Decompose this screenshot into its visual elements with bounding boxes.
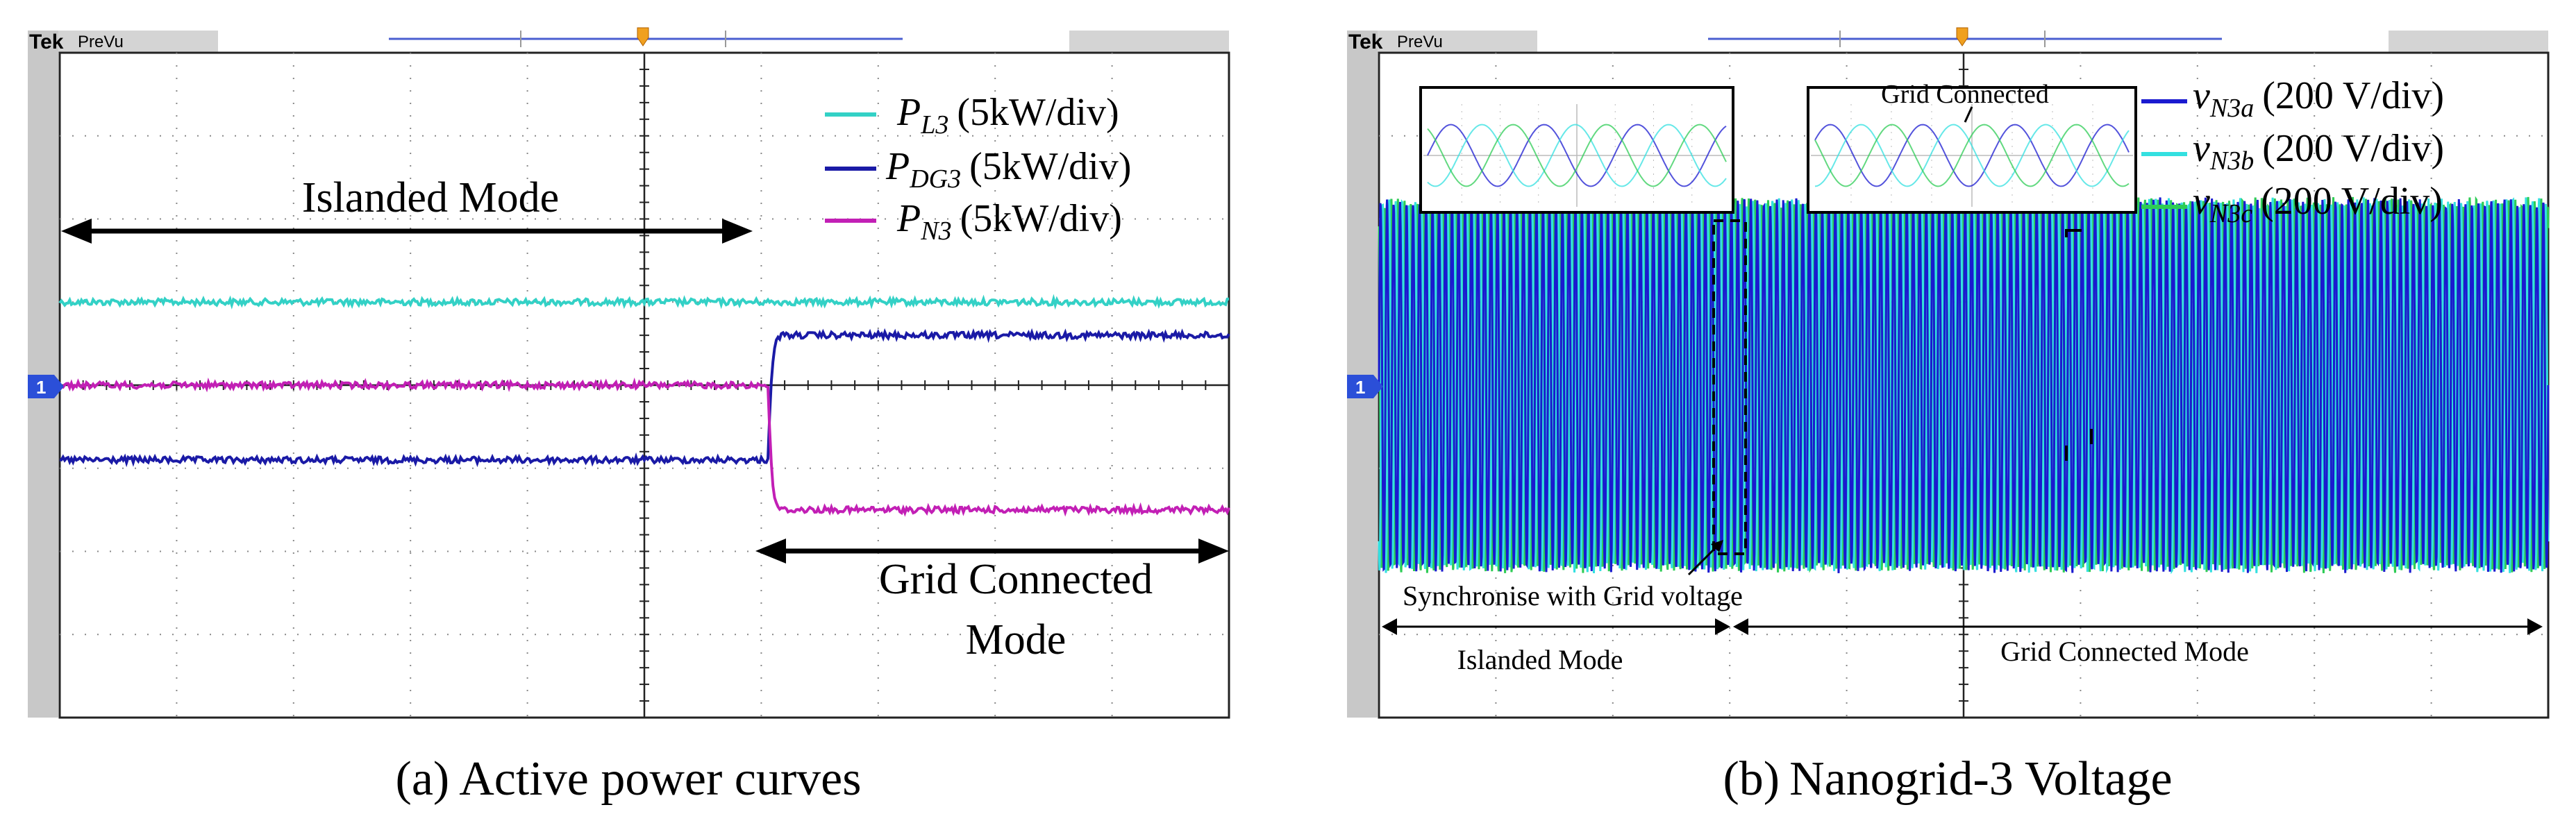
channel-marker-label-a: 1 bbox=[36, 377, 46, 398]
legend-entry-vn3a: vN3a (200 V/div) bbox=[2193, 74, 2444, 123]
islanded-arrow-right-icon-a bbox=[722, 219, 753, 244]
legend-a: PL3 (5kW/div) PDG3 (5kW/div) PN3 (5kW/div) bbox=[825, 91, 1131, 246]
scope-topbar-right-a bbox=[1069, 31, 1229, 53]
scope-topbar-right-b bbox=[2389, 31, 2548, 53]
panel-a: Tek PreVu 1 PL3 (5kW/div) PDG3 (5kW/div) P… bbox=[28, 27, 1230, 806]
legend-entry-vn3b: vN3b (200 V/div) bbox=[2193, 127, 2444, 176]
scope-topbar-left-b bbox=[1378, 31, 1537, 53]
scope-mode-a: PreVu bbox=[78, 33, 124, 51]
islanded-arrow-left-icon-a bbox=[61, 219, 92, 244]
legend-entry-pn3: PN3 (5kW/div) bbox=[896, 197, 1122, 246]
legend-entry-vn3c: vN3c (200 V/div) bbox=[2193, 180, 2443, 228]
channel-marker-icon-a bbox=[28, 375, 64, 398]
traces-a bbox=[58, 294, 1230, 517]
grid-arrow-left-icon-a bbox=[755, 539, 786, 564]
islanded-mode-label-b: Islanded Mode bbox=[1457, 644, 1623, 675]
scope-sidebar-a bbox=[28, 31, 58, 718]
traces-b bbox=[1378, 196, 2550, 575]
trace-p-dg3 bbox=[59, 328, 1230, 468]
inset-trace-v-n3c bbox=[1814, 124, 2130, 187]
scope-sidebar-b bbox=[1347, 31, 1378, 718]
grid-mode-label-line2-a: Mode bbox=[966, 616, 1067, 663]
grid-arrow-right-icon-b bbox=[2527, 618, 2543, 635]
sync-label: Synchronise with Grid voltage bbox=[1403, 580, 1743, 611]
channel-marker-label-b: 1 bbox=[1355, 377, 1365, 398]
sync-pointer-head-icon bbox=[1711, 540, 1723, 552]
islanded-arrow-left-icon-b bbox=[1382, 618, 1397, 635]
scope-brand-b: Tek bbox=[1348, 31, 1383, 53]
trace-v-n3a bbox=[1378, 197, 2550, 573]
legend-entry-pl3: PL3 (5kW/div) bbox=[896, 91, 1119, 139]
grid-mode-label-b: Grid Connected Mode bbox=[2000, 636, 2249, 667]
legend-entry-pdg3: PDG3 (5kW/div) bbox=[885, 145, 1131, 194]
panel-b: Tek PreVu 1 Grid Connected vN3a (200 V/di… bbox=[1347, 27, 2550, 806]
scope-topbar-left-a bbox=[58, 31, 218, 53]
scope-brand-a: Tek bbox=[29, 31, 64, 53]
islanded-mode-label-a: Islanded Mode bbox=[302, 174, 559, 221]
inset-trace-v-n3b bbox=[1814, 124, 2130, 187]
trigger-marker-icon bbox=[637, 27, 649, 46]
caption-b: (b) Nanogrid-3 Voltage bbox=[1723, 752, 2172, 806]
trace-p-n3 bbox=[59, 377, 1230, 517]
inset-trace-v-n3a bbox=[1427, 124, 1727, 187]
legend-b: vN3a (200 V/div) vN3b (200 V/div) vN3c (200… bbox=[2141, 74, 2444, 228]
grid-arrow-right-icon-a bbox=[1198, 539, 1229, 564]
inset-grid-label: Grid Connected bbox=[1881, 80, 2049, 109]
trace-v-n3b bbox=[1378, 197, 2550, 575]
caption-a: (a) Active power curves bbox=[396, 752, 862, 806]
channel-marker-icon-b bbox=[1347, 375, 1383, 398]
grid-arrow-left-icon-b bbox=[1733, 618, 1748, 635]
trace-p-l3 bbox=[58, 294, 1230, 310]
inset-trace-v-n3b bbox=[1427, 124, 1727, 187]
scope-mode-b: PreVu bbox=[1397, 33, 1443, 51]
trigger-marker-icon-b bbox=[1956, 27, 1968, 46]
inset-label-pointer bbox=[1964, 106, 1973, 123]
inset-islanded bbox=[1419, 86, 1734, 214]
islanded-arrow-right-icon-b bbox=[1715, 618, 1730, 635]
grid-mode-label-line1-a: Grid Connected bbox=[879, 556, 1153, 603]
inset-trace-v-n3c bbox=[1427, 124, 1727, 187]
grid-dashed-box bbox=[2065, 229, 2093, 545]
